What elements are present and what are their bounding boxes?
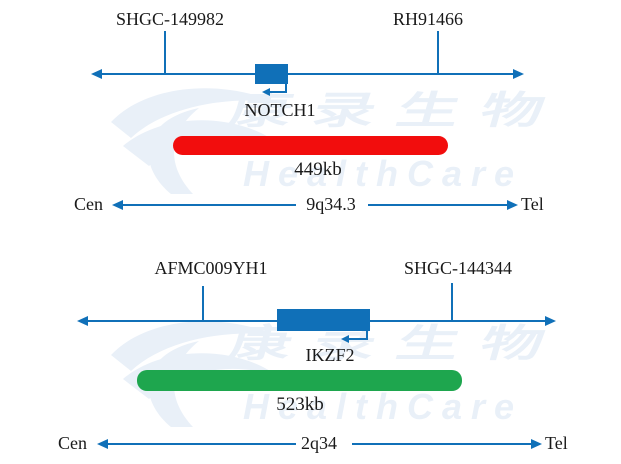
transcription-arrow-vertical (285, 84, 287, 93)
cen-label: Cen (58, 433, 87, 453)
tel-arrowhead-icon (507, 200, 518, 210)
marker-label-right: SHGC-144344 (403, 258, 512, 278)
probe-size-label: 523kb (276, 394, 324, 415)
arrow-right-icon (513, 69, 524, 79)
transcription-arrowhead-icon (341, 335, 349, 343)
transcription-arrow-horizontal (348, 338, 368, 340)
cen-arrowhead-icon (97, 439, 108, 449)
band-line-left (106, 443, 296, 445)
marker-label-left: AFMC009YH1 (154, 258, 268, 278)
arrow-left-icon (91, 69, 102, 79)
arrow-right-icon (545, 316, 556, 326)
cen-arrowhead-icon (112, 200, 123, 210)
transcription-arrow-horizontal (269, 91, 287, 93)
marker-tick-right (437, 31, 439, 73)
band-label: 2q34 (301, 433, 337, 453)
band-line-right (352, 443, 532, 445)
transcription-arrow-vertical (366, 331, 368, 340)
marker-tick-right (451, 283, 453, 321)
band-label: 9q34.3 (306, 194, 356, 214)
marker-label-left: SHGC-149982 (115, 9, 224, 29)
band-line-left (121, 204, 296, 206)
gene-label: IKZF2 (305, 345, 355, 365)
tel-label: Tel (521, 194, 544, 214)
tel-label: Tel (545, 433, 568, 453)
marker-tick-left (164, 31, 166, 73)
probe-bar-green (137, 370, 462, 391)
chromosome-line (101, 73, 513, 75)
cen-label: Cen (74, 194, 103, 214)
gene-box-notch1 (255, 64, 288, 84)
probe-size-label: 449kb (294, 159, 342, 180)
gene-box-ikzf2 (277, 309, 370, 331)
tel-arrowhead-icon (531, 439, 542, 449)
band-line-right (368, 204, 508, 206)
marker-tick-left (202, 286, 204, 321)
arrow-left-icon (77, 316, 88, 326)
marker-label-right: RH91466 (392, 9, 463, 29)
